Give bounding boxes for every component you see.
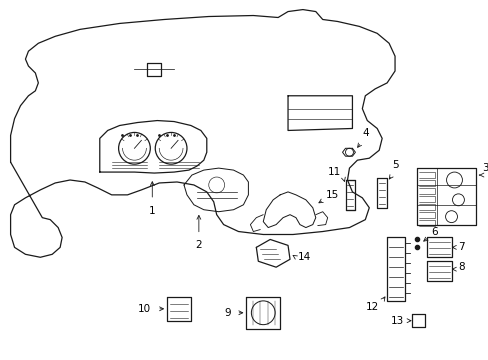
Text: 15: 15 [325,190,338,200]
Text: 11: 11 [327,167,341,177]
Text: 8: 8 [458,262,464,272]
Text: 3: 3 [481,163,488,173]
Text: 14: 14 [297,252,310,262]
Text: 10: 10 [138,304,151,314]
Text: 6: 6 [431,226,437,237]
Text: 4: 4 [361,129,368,138]
Text: 2: 2 [195,240,202,251]
Text: 7: 7 [458,242,464,252]
Text: 1: 1 [149,206,155,216]
Text: 5: 5 [391,160,398,170]
Text: 13: 13 [390,316,403,326]
Text: 9: 9 [224,308,230,318]
Text: 12: 12 [365,302,378,312]
